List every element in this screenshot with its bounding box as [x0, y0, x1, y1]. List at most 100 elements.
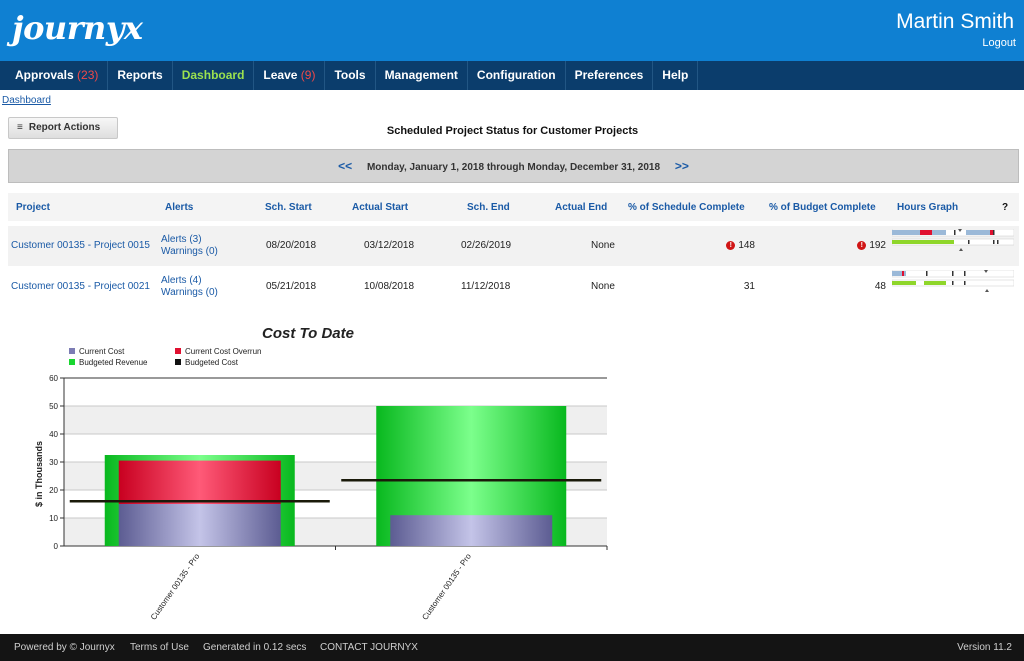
sch-end-value: 11/12/2018	[461, 281, 511, 292]
legend-label: Current Cost	[79, 347, 125, 356]
sch-end-value: 02/26/2019	[461, 240, 512, 251]
report-actions-button[interactable]: ≡ Report Actions	[8, 117, 118, 139]
y-tick-label: 0	[54, 542, 59, 551]
hours-graph[interactable]	[892, 270, 1014, 292]
menu-icon: ≡	[17, 122, 23, 133]
nav-leave[interactable]: Leave (9)	[254, 61, 326, 90]
col-alerts[interactable]: Alerts	[165, 202, 194, 213]
budget-complete-value: 48	[874, 281, 886, 292]
warnings-link[interactable]: Warnings (0)	[161, 287, 218, 298]
actual-end-value: None	[591, 281, 615, 292]
y-tick-label: 40	[49, 430, 58, 439]
schedule-complete-value: 31	[743, 281, 755, 292]
chart-legend: Current Cost Current Cost Overrun Budgeted…	[69, 347, 261, 367]
y-tick-label: 30	[49, 458, 58, 467]
nav-reports[interactable]: Reports	[108, 61, 173, 90]
budget-complete-value: ! 192	[857, 240, 886, 251]
bar-current-cost	[118, 504, 281, 546]
x-category-label: Customer 00135 - Pro	[420, 552, 473, 622]
report-title: Scheduled Project Status for Customer Pr…	[386, 125, 639, 137]
nav-label: Configuration	[476, 68, 556, 82]
report-actions-label: Report Actions	[28, 122, 101, 133]
budget-complete-number: 192	[869, 240, 886, 251]
y-tick-label: 50	[49, 402, 58, 411]
legend-swatch	[69, 359, 75, 365]
sch-start-value: 08/20/2018	[266, 240, 317, 251]
cost-to-date-chart: Cost To Date Current Cost Current Cost Ov…	[34, 325, 608, 622]
nav-preferences[interactable]: Preferences	[566, 61, 654, 90]
x-category-label: Customer 00135 - Pro	[149, 552, 202, 622]
col-budget-complete[interactable]: % of Budget Complete	[769, 202, 876, 213]
nav-label: Preferences	[574, 68, 644, 82]
alerts-link[interactable]: Alerts (4)	[161, 275, 202, 286]
main-nav: Approvals (23) Reports Dashboard Leave (9) T…	[0, 61, 1024, 90]
legend-label: Current Cost Overrun	[185, 347, 261, 356]
app-header: journyx Martin Smith Logout	[0, 0, 1024, 61]
nav-dashboard[interactable]: Dashboard	[173, 61, 255, 90]
table-row: Customer 00135 - Project 0021 Alerts (4)…	[8, 267, 1019, 307]
powered-by[interactable]: Powered by © Journyx	[14, 642, 115, 653]
table-row: Customer 00135 - Project 0015 Alerts (3)…	[8, 226, 1019, 266]
nav-approvals[interactable]: Approvals (23)	[6, 61, 109, 90]
logout-link[interactable]: Logout	[982, 37, 1016, 49]
col-project[interactable]: Project	[16, 202, 50, 213]
actual-start-value: 10/08/2018	[364, 281, 415, 292]
chart-plot-area: 0 10 20 30 40 50 60 Customer 00135 - Pro Custome…	[49, 374, 608, 622]
generated-time: Generated in 0.12 secs	[203, 642, 307, 653]
previous-period-arrow[interactable]: <<	[338, 159, 353, 173]
schedule-complete-value: ! 148	[726, 240, 755, 251]
nav-management[interactable]: Management	[376, 61, 468, 90]
y-tick-label: 10	[49, 514, 58, 523]
app-footer: Powered by © Journyx Terms of Use Genera…	[0, 634, 1024, 661]
journyx-logo[interactable]: journyx	[12, 9, 143, 47]
bar-current-cost-overrun	[118, 460, 281, 504]
col-actual-start[interactable]: Actual Start	[352, 202, 409, 213]
table-header: Project Alerts Sch. Start Actual Start S…	[8, 193, 1019, 221]
help-icon[interactable]: ?	[1002, 202, 1009, 213]
contact-link[interactable]: CONTACT JOURNYX	[320, 642, 418, 653]
sch-start-value: 05/21/2018	[266, 281, 317, 292]
terms-link[interactable]: Terms of Use	[130, 642, 189, 653]
nav-configuration[interactable]: Configuration	[468, 61, 566, 90]
schedule-complete-number: 148	[738, 240, 755, 251]
project-link[interactable]: Customer 00135 - Project 0021	[11, 281, 150, 292]
bar-current-cost	[390, 515, 553, 546]
nav-tools[interactable]: Tools	[325, 61, 376, 90]
col-sch-end[interactable]: Sch. End	[467, 202, 510, 213]
nav-label: Reports	[117, 68, 163, 82]
nav-label: Help	[662, 68, 689, 82]
hours-graph[interactable]	[892, 229, 1014, 251]
legend-swatch	[175, 359, 181, 365]
col-sch-start[interactable]: Sch. Start	[265, 202, 312, 213]
breadcrumb[interactable]: Dashboard	[2, 95, 51, 106]
legend-label: Budgeted Revenue	[79, 358, 148, 367]
nav-label: Leave	[263, 68, 298, 82]
next-period-arrow[interactable]: >>	[674, 159, 689, 173]
actual-start-value: 03/12/2018	[364, 240, 415, 251]
col-actual-end[interactable]: Actual End	[555, 202, 608, 213]
col-hours-graph[interactable]: Hours Graph	[897, 202, 959, 213]
y-tick-label: 60	[49, 374, 58, 383]
legend-swatch	[69, 348, 75, 354]
project-link[interactable]: Customer 00135 - Project 0015	[11, 240, 150, 251]
nav-label: Tools	[334, 68, 366, 82]
alert-icon: !	[726, 240, 736, 250]
nav-count-badge: (9)	[300, 68, 316, 82]
version: Version 11.2	[957, 642, 1012, 653]
date-range-text: Monday, January 1, 2018 through Monday, …	[366, 162, 661, 173]
alert-icon: !	[857, 240, 867, 250]
alerts-link[interactable]: Alerts (3)	[161, 234, 202, 245]
warnings-link[interactable]: Warnings (0)	[161, 246, 218, 257]
y-tick-label: 20	[49, 486, 58, 495]
date-range-bar: << Monday, January 1, 2018 through Monda…	[8, 149, 1019, 183]
actual-end-value: None	[591, 240, 615, 251]
y-axis-label: $ in Thousands	[34, 441, 44, 507]
chart-title: Cost To Date	[262, 325, 354, 342]
legend-label: Budgeted Cost	[185, 358, 239, 367]
nav-label: Dashboard	[181, 68, 245, 82]
col-schedule-complete[interactable]: % of Schedule Complete	[628, 202, 745, 213]
nav-label: Approvals	[15, 68, 74, 82]
user-name: Martin Smith	[896, 10, 1014, 33]
nav-help[interactable]: Help	[653, 61, 699, 90]
